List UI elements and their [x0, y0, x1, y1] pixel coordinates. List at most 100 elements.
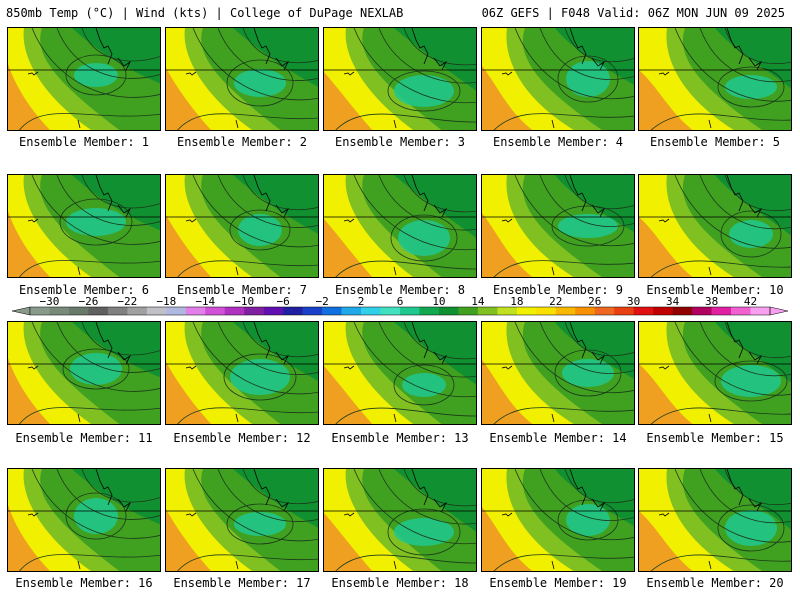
colorbar-swatch	[49, 307, 70, 315]
colorbar-tick-label: 38	[705, 296, 718, 308]
colorbar-swatch	[672, 307, 693, 315]
ensemble-member-label: Ensemble Member: 7	[176, 283, 308, 297]
colorbar-swatch	[322, 307, 342, 315]
colorbar-tick-label: 30	[627, 296, 640, 308]
colorbar-swatch	[341, 307, 362, 315]
colorbar-swatch	[185, 307, 206, 315]
colorbar-tick-label: −26	[78, 296, 98, 308]
colorbar-swatch	[166, 307, 187, 315]
colorbar-swatch	[380, 307, 401, 315]
colorbar-tick-label: −22	[117, 296, 137, 308]
colorbar-tick-label: 10	[432, 296, 445, 308]
ensemble-member-map	[481, 27, 635, 131]
ensemble-member-map	[7, 468, 161, 572]
ensemble-member-map	[165, 321, 319, 425]
colorbar-swatch	[263, 307, 284, 315]
colorbar-swatch	[458, 307, 479, 315]
colorbar-tick-label: −30	[40, 296, 60, 308]
colorbar-swatch	[536, 307, 557, 315]
ensemble-member-label: Ensemble Member: 2	[176, 135, 308, 149]
ensemble-member-label: Ensemble Member: 18	[331, 576, 469, 590]
colorbar-tick-label: 14	[471, 296, 485, 308]
ensemble-member-map	[638, 174, 792, 278]
colorbar-tick-label: 22	[549, 296, 562, 308]
colorbar-swatch	[88, 307, 109, 315]
colorbar-swatch	[68, 307, 89, 315]
ensemble-member-label: Ensemble Member: 16	[15, 576, 153, 590]
colorbar-swatch	[419, 307, 440, 315]
ensemble-member-label: Ensemble Member: 19	[489, 576, 627, 590]
ensemble-member-label: Ensemble Member: 11	[15, 431, 153, 445]
colorbar-swatch	[244, 307, 264, 315]
colorbar-swatch	[653, 307, 673, 315]
ensemble-member-label: Ensemble Member: 20	[646, 576, 784, 590]
ensemble-member-map	[323, 321, 477, 425]
colorbar-tick-label: 26	[588, 296, 601, 308]
colorbar-tick-label: 2	[358, 296, 365, 308]
ensemble-member-label: Ensemble Member: 4	[492, 135, 624, 149]
ensemble-member-label: Ensemble Member: 14	[489, 431, 627, 445]
ensemble-member-map	[323, 468, 477, 572]
colorbar-swatch	[224, 307, 245, 315]
ensemble-member-map	[7, 321, 161, 425]
colorbar-swatch	[594, 307, 615, 315]
ensemble-member-map	[481, 468, 635, 572]
ensemble-member-map	[481, 174, 635, 278]
ensemble-member-label: Ensemble Member: 17	[173, 576, 311, 590]
colorbar-swatch	[283, 307, 303, 315]
ensemble-member-label: Ensemble Member: 12	[173, 431, 311, 445]
ensemble-member-label: Ensemble Member: 1	[18, 135, 150, 149]
colorbar-right-arrow	[769, 306, 789, 316]
colorbar-swatch	[711, 307, 732, 315]
ensemble-member-label: Ensemble Member: 6	[18, 283, 150, 297]
colorbar-swatch	[127, 307, 148, 315]
colorbar-tick-label: −10	[234, 296, 254, 308]
colorbar-left-arrow	[11, 306, 31, 316]
colorbar-swatch	[205, 307, 226, 315]
colorbar-swatch	[477, 307, 498, 315]
colorbar-swatch	[614, 307, 634, 315]
ensemble-member-label: Ensemble Member: 9	[492, 283, 624, 297]
colorbar-tick-label: −2	[315, 296, 328, 308]
ensemble-member-map	[165, 468, 319, 572]
colorbar-swatch	[692, 307, 712, 315]
ensemble-member-map	[481, 321, 635, 425]
colorbar-tick-label: −18	[156, 296, 176, 308]
ensemble-member-map	[323, 27, 477, 131]
ensemble-member-map	[165, 27, 319, 131]
colorbar-swatch	[750, 307, 771, 315]
page-title: 850mb Temp (°C) | Wind (kts) | College o…	[6, 6, 404, 20]
colorbar-tick-label: 6	[397, 296, 404, 308]
ensemble-member-map	[638, 468, 792, 572]
ensemble-member-label: Ensemble Member: 5	[649, 135, 781, 149]
colorbar-swatch	[497, 307, 518, 315]
colorbar-tick-label: −6	[277, 296, 290, 308]
colorbar-swatch	[633, 307, 654, 315]
colorbar-swatch	[302, 307, 323, 315]
temperature-colorbar: −30 −26 −22 −18 −14 −10 −6 −2 2 6 10 14 18 22 26 30 34 38…	[11, 296, 789, 316]
colorbar-tick-label: 42	[744, 296, 757, 308]
colorbar-swatch	[516, 307, 537, 315]
colorbar-swatch	[731, 307, 751, 315]
colorbar-swatch	[438, 307, 459, 315]
colorbar-swatch	[30, 307, 50, 315]
ensemble-member-label: Ensemble Member: 13	[331, 431, 469, 445]
colorbar-tick-label: 18	[510, 296, 523, 308]
colorbar-swatch	[146, 307, 167, 315]
ensemble-member-map	[638, 27, 792, 131]
ensemble-member-label: Ensemble Member: 15	[646, 431, 784, 445]
run-valid-time: 06Z GEFS | F048 Valid: 06Z MON JUN 09 20…	[481, 6, 785, 20]
ensemble-member-map	[165, 174, 319, 278]
ensemble-member-label: Ensemble Member: 8	[334, 283, 466, 297]
colorbar-tick-label: −14	[195, 296, 215, 308]
ensemble-member-map	[7, 27, 161, 131]
ensemble-member-map	[7, 174, 161, 278]
ensemble-member-map	[638, 321, 792, 425]
ensemble-member-label: Ensemble Member: 10	[646, 283, 784, 297]
colorbar-swatch	[555, 307, 576, 315]
colorbar-swatch	[575, 307, 596, 315]
colorbar-swatch	[400, 307, 420, 315]
colorbar-swatch	[361, 307, 381, 315]
ensemble-member-map	[323, 174, 477, 278]
colorbar-tick-label: 34	[666, 296, 680, 308]
